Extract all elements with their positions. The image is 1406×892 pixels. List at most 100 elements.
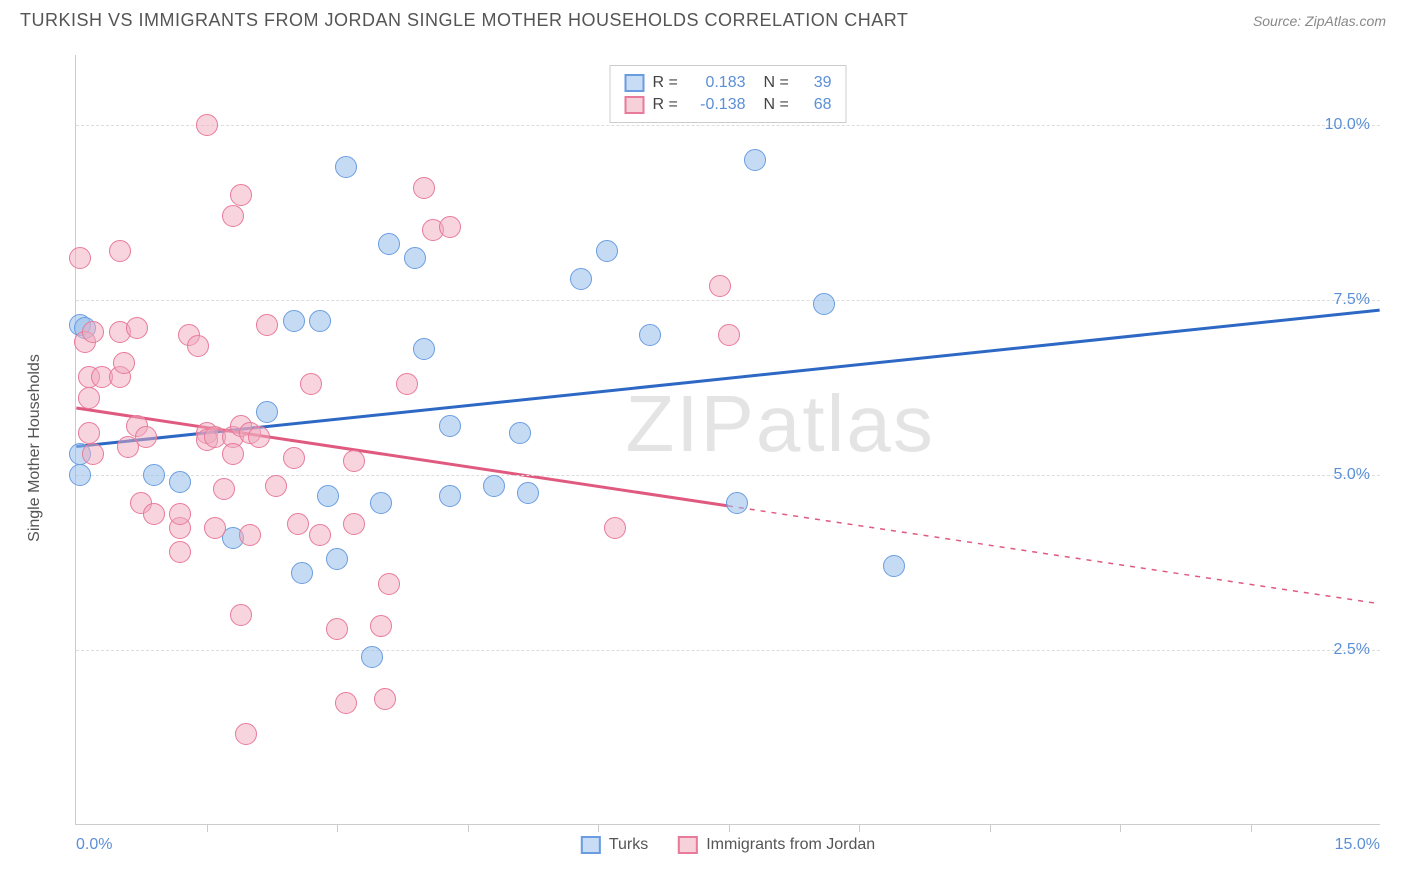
legend-item: Immigrants from Jordan (678, 836, 875, 854)
data-point (439, 216, 461, 238)
r-value: 0.183 (691, 74, 746, 92)
data-point (235, 723, 257, 745)
data-point (309, 524, 331, 546)
data-point (343, 513, 365, 535)
trend-lines (76, 55, 1380, 824)
data-point (883, 555, 905, 577)
data-point (222, 443, 244, 465)
data-point (187, 335, 209, 357)
x-tick (468, 824, 469, 832)
data-point (265, 475, 287, 497)
data-point (300, 373, 322, 395)
data-point (169, 541, 191, 563)
data-point (230, 604, 252, 626)
data-point (439, 415, 461, 437)
data-point (82, 443, 104, 465)
data-point (222, 205, 244, 227)
data-point (239, 524, 261, 546)
plot-area: ZIPatlas R =0.183N =39R =-0.138N =68 0.0… (75, 55, 1380, 825)
legend-row: R =-0.138N =68 (625, 94, 832, 116)
data-point (413, 338, 435, 360)
data-point (169, 503, 191, 525)
data-point (404, 247, 426, 269)
data-point (335, 692, 357, 714)
x-axis-min-label: 0.0% (76, 836, 112, 854)
data-point (256, 314, 278, 336)
series-legend: Turks Immigrants from Jordan (581, 836, 875, 854)
data-point (744, 149, 766, 171)
data-point (196, 114, 218, 136)
data-point (126, 317, 148, 339)
n-value: 68 (802, 96, 832, 114)
data-point (483, 475, 505, 497)
legend-swatch (678, 836, 698, 854)
chart-container: Single Mother Households ZIPatlas R =0.1… (50, 45, 1390, 850)
data-point (370, 492, 392, 514)
y-axis-label: Single Mother Households (26, 354, 44, 542)
y-tick-label: 10.0% (1325, 116, 1370, 134)
data-point (570, 268, 592, 290)
data-point (69, 247, 91, 269)
data-point (82, 321, 104, 343)
x-tick (337, 824, 338, 832)
data-point (509, 422, 531, 444)
data-point (256, 401, 278, 423)
data-point (291, 562, 313, 584)
gridline (76, 125, 1380, 126)
data-point (109, 240, 131, 262)
legend-swatch (625, 74, 645, 92)
data-point (169, 471, 191, 493)
r-value: -0.138 (691, 96, 746, 114)
data-point (283, 310, 305, 332)
data-point (726, 492, 748, 514)
x-tick (598, 824, 599, 832)
correlation-legend: R =0.183N =39R =-0.138N =68 (610, 65, 847, 123)
data-point (326, 548, 348, 570)
data-point (604, 517, 626, 539)
watermark: ZIPatlas (625, 378, 934, 470)
legend-item: Turks (581, 836, 648, 854)
data-point (439, 485, 461, 507)
data-point (135, 426, 157, 448)
data-point (413, 177, 435, 199)
data-point (813, 293, 835, 315)
data-point (204, 517, 226, 539)
data-point (370, 615, 392, 637)
data-point (718, 324, 740, 346)
gridline (76, 300, 1380, 301)
data-point (639, 324, 661, 346)
data-point (113, 352, 135, 374)
data-point (343, 450, 365, 472)
data-point (378, 573, 400, 595)
n-label: N = (764, 96, 794, 114)
data-point (374, 688, 396, 710)
data-point (213, 478, 235, 500)
data-point (78, 422, 100, 444)
y-tick-label: 2.5% (1334, 641, 1370, 659)
data-point (69, 464, 91, 486)
n-value: 39 (802, 74, 832, 92)
x-tick (207, 824, 208, 832)
legend-swatch (581, 836, 601, 854)
data-point (709, 275, 731, 297)
data-point (143, 503, 165, 525)
x-tick (990, 824, 991, 832)
legend-row: R =0.183N =39 (625, 72, 832, 94)
data-point (283, 447, 305, 469)
y-tick-label: 7.5% (1334, 291, 1370, 309)
data-point (378, 233, 400, 255)
data-point (335, 156, 357, 178)
data-point (230, 184, 252, 206)
x-axis-max-label: 15.0% (1335, 836, 1380, 854)
data-point (361, 646, 383, 668)
gridline (76, 650, 1380, 651)
data-point (309, 310, 331, 332)
data-point (143, 464, 165, 486)
x-tick (1120, 824, 1121, 832)
n-label: N = (764, 74, 794, 92)
legend-label: Turks (609, 836, 648, 854)
x-tick (1251, 824, 1252, 832)
chart-title: TURKISH VS IMMIGRANTS FROM JORDAN SINGLE… (20, 10, 908, 31)
data-point (596, 240, 618, 262)
data-point (396, 373, 418, 395)
